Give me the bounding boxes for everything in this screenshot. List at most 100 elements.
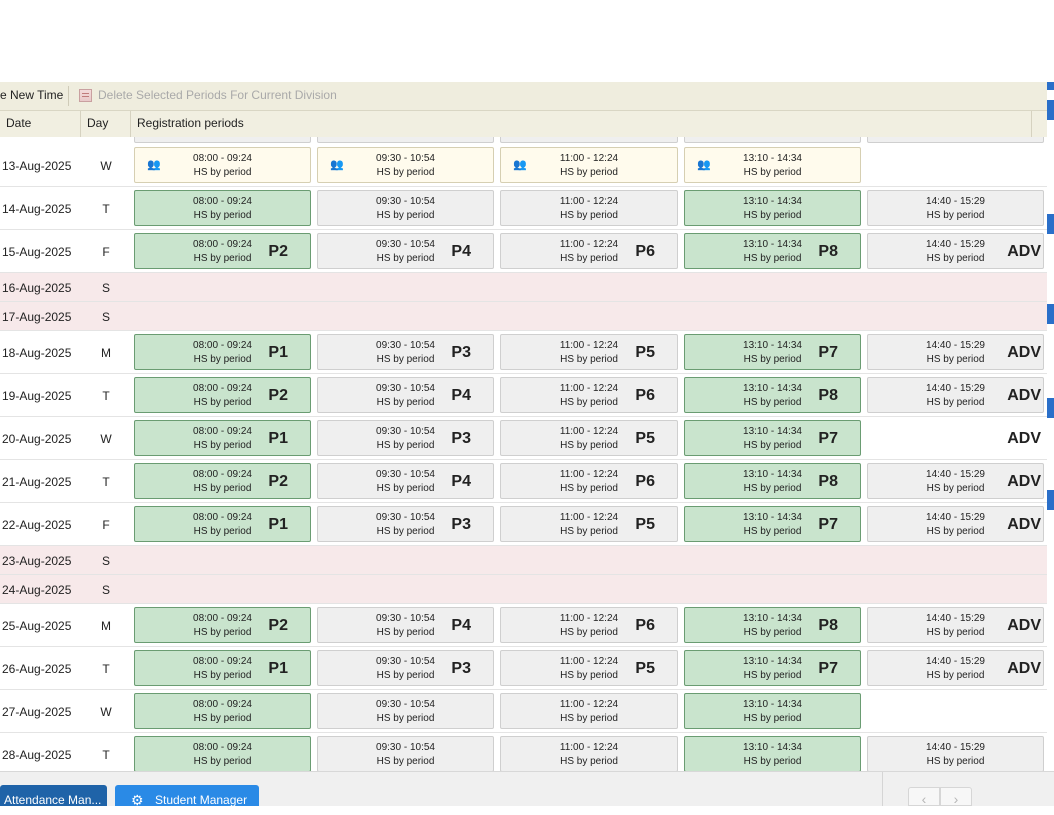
delete-periods-button[interactable]: Delete Selected Periods For Current Divi… <box>98 88 337 102</box>
period-cell[interactable]: 11:00 - 12:24 HS by period P6 <box>500 463 678 499</box>
period-cell[interactable]: 08:00 - 09:24 HS by period P1 <box>134 506 311 542</box>
schedule-row: 25-Aug-2025 M 08:00 - 09:24 HS by period P2 0… <box>0 604 1047 647</box>
period-cell[interactable]: 08:00 - 09:24 HS by period P2 <box>134 233 311 269</box>
period-label: P4 <box>451 617 471 634</box>
period-cell[interactable]: 09:30 - 10:54 HS by period P3 <box>317 420 494 456</box>
period-cell[interactable]: 13:10 - 14:34 HS by period <box>684 736 861 771</box>
period-cell[interactable]: 13:10 - 14:34 HS by period P7 <box>684 506 861 542</box>
period-cell[interactable]: 09:30 - 10:54 HS by period P3 <box>317 334 494 370</box>
period-cell[interactable]: 08:00 - 09:24 HS by period P2 <box>134 377 311 413</box>
period-cell[interactable]: 11:00 - 12:24 HS by period P5 <box>500 334 678 370</box>
period-cell[interactable]: 11:00 - 12:24 HS by period P5 <box>500 506 678 542</box>
period-cell[interactable]: 13:10 - 14:34 HS by period P8 <box>684 377 861 413</box>
period-cell[interactable]: 13:10 - 14:34 HS by period P8 <box>684 463 861 499</box>
period-cell[interactable]: 08:00 - 09:24 HS by period <box>134 693 311 729</box>
period-cell[interactable]: 👥 09:30 - 10:54 HS by period <box>317 147 494 183</box>
period-cell[interactable]: 👥 13:10 - 14:34 HS by period <box>684 147 861 183</box>
period-cell[interactable]: 14:40 - 15:29 HS by period ADV <box>867 463 1044 499</box>
period-type: HS by period <box>560 526 618 537</box>
period-type: HS by period <box>743 253 802 264</box>
period-cell[interactable]: 14:40 - 15:29 HS by period ADV <box>867 377 1044 413</box>
period-cell[interactable]: 09:30 - 10:54 HS by period P3 <box>317 506 494 542</box>
period-cell[interactable]: 14:40 - 15:29 HS by period ADV <box>867 607 1044 643</box>
period-type: HS by period <box>926 253 985 264</box>
period-type: HS by period <box>376 670 435 681</box>
period-cell[interactable]: 11:00 - 12:24 HS by period <box>500 190 678 226</box>
row-day: W <box>100 705 112 719</box>
periods-column-header[interactable]: Registration periods <box>131 111 1032 137</box>
period-cell[interactable]: 13:10 - 14:34 HS by period P7 <box>684 650 861 686</box>
period-time: 08:00 - 09:24 <box>193 469 252 480</box>
period-time: 08:00 - 09:24 <box>193 383 252 394</box>
period-cell[interactable]: 08:00 - 09:24 HS by period P1 <box>134 334 311 370</box>
period-cell[interactable] <box>134 137 311 143</box>
period-cell[interactable]: 11:00 - 12:24 HS by period P5 <box>500 420 678 456</box>
previous-page-button[interactable]: ‹ <box>908 787 940 807</box>
period-cell[interactable] <box>500 137 678 143</box>
period-cell[interactable] <box>684 137 861 143</box>
period-cell[interactable]: 13:10 - 14:34 HS by period P8 <box>684 607 861 643</box>
period-cell[interactable]: 14:40 - 15:29 HS by period ADV <box>867 334 1044 370</box>
period-label: P3 <box>451 344 471 361</box>
period-cell[interactable]: 14:40 - 15:29 HS by period <box>867 190 1044 226</box>
period-cell[interactable]: 14:40 - 15:29 HS by period ADV <box>867 650 1044 686</box>
period-type: HS by period <box>926 526 985 537</box>
period-cell[interactable]: 08:00 - 09:24 HS by period P1 <box>134 420 311 456</box>
period-cell[interactable]: 09:30 - 10:54 HS by period P3 <box>317 650 494 686</box>
period-cell[interactable]: 13:10 - 14:34 HS by period P7 <box>684 334 861 370</box>
period-type: HS by period <box>376 397 435 408</box>
period-cell[interactable]: 11:00 - 12:24 HS by period <box>500 736 678 771</box>
period-time: 08:00 - 09:24 <box>193 699 252 710</box>
next-page-button[interactable]: › <box>940 787 972 807</box>
period-cell[interactable]: 14:40 - 15:29 HS by period ADV <box>867 506 1044 542</box>
row-date: 14-Aug-2025 <box>2 202 72 216</box>
period-cell[interactable]: 09:30 - 10:54 HS by period <box>317 693 494 729</box>
period-cell[interactable]: 08:00 - 09:24 HS by period P2 <box>134 607 311 643</box>
period-cell[interactable]: 08:00 - 09:24 HS by period P2 <box>134 463 311 499</box>
day-column-header[interactable]: Day <box>81 111 131 137</box>
period-cell[interactable]: 14:40 - 15:29 HS by period <box>867 736 1044 771</box>
period-cell[interactable]: 13:10 - 14:34 HS by period P7 <box>684 420 861 456</box>
row-date: 23-Aug-2025 <box>2 554 72 568</box>
period-cell[interactable]: 08:00 - 09:24 HS by period <box>134 190 311 226</box>
period-cell[interactable]: 11:00 - 12:24 HS by period <box>500 693 678 729</box>
period-cell[interactable]: 09:30 - 10:54 HS by period P4 <box>317 607 494 643</box>
period-time: 09:30 - 10:54 <box>376 196 435 207</box>
attendance-manager-button[interactable]: Attendance Man... <box>0 785 107 806</box>
period-time: 13:10 - 14:34 <box>743 699 802 710</box>
row-day: T <box>102 662 110 676</box>
new-time-button[interactable]: e New Time <box>0 88 64 102</box>
row-day: M <box>101 619 111 633</box>
right-edge-strip <box>1047 82 1054 771</box>
period-cell[interactable]: 11:00 - 12:24 HS by period P6 <box>500 377 678 413</box>
period-cell[interactable]: 09:30 - 10:54 HS by period P4 <box>317 463 494 499</box>
period-cell[interactable]: 11:00 - 12:24 HS by period P6 <box>500 233 678 269</box>
date-column-header[interactable]: Date <box>0 111 81 137</box>
period-time: 11:00 - 12:24 <box>559 196 619 207</box>
grid-header: Date Day Registration periods <box>0 111 1047 138</box>
period-type: HS by period <box>193 627 252 638</box>
period-type: HS by period <box>193 253 252 264</box>
period-cell[interactable] <box>317 137 494 143</box>
period-type: HS by period <box>743 670 802 681</box>
period-cell[interactable]: 09:30 - 10:54 HS by period <box>317 190 494 226</box>
period-cell[interactable]: 👥 11:00 - 12:24 HS by period <box>500 147 678 183</box>
period-label: P7 <box>818 430 838 447</box>
period-cell[interactable]: 13:10 - 14:34 HS by period <box>684 693 861 729</box>
period-cell[interactable]: 13:10 - 14:34 HS by period <box>684 190 861 226</box>
period-cell[interactable]: 09:30 - 10:54 HS by period <box>317 736 494 771</box>
period-cell[interactable]: 08:00 - 09:24 HS by period P1 <box>134 650 311 686</box>
period-cell[interactable]: 08:00 - 09:24 HS by period <box>134 736 311 771</box>
period-cell[interactable]: 09:30 - 10:54 HS by period P4 <box>317 377 494 413</box>
period-label: P4 <box>451 243 471 260</box>
period-cell[interactable]: 09:30 - 10:54 HS by period P4 <box>317 233 494 269</box>
period-cell[interactable]: 13:10 - 14:34 HS by period P8 <box>684 233 861 269</box>
period-cell[interactable]: 11:00 - 12:24 HS by period P5 <box>500 650 678 686</box>
period-cell[interactable]: 👥 08:00 - 09:24 HS by period <box>134 147 311 183</box>
period-type: HS by period <box>376 210 435 221</box>
student-manager-button[interactable]: ⚙ Student Manager <box>115 785 259 808</box>
row-day: F <box>102 245 110 259</box>
period-cell[interactable]: 11:00 - 12:24 HS by period P6 <box>500 607 678 643</box>
period-cell[interactable]: 14:40 - 15:29 HS by period ADV <box>867 233 1044 269</box>
period-cell[interactable] <box>867 137 1044 143</box>
